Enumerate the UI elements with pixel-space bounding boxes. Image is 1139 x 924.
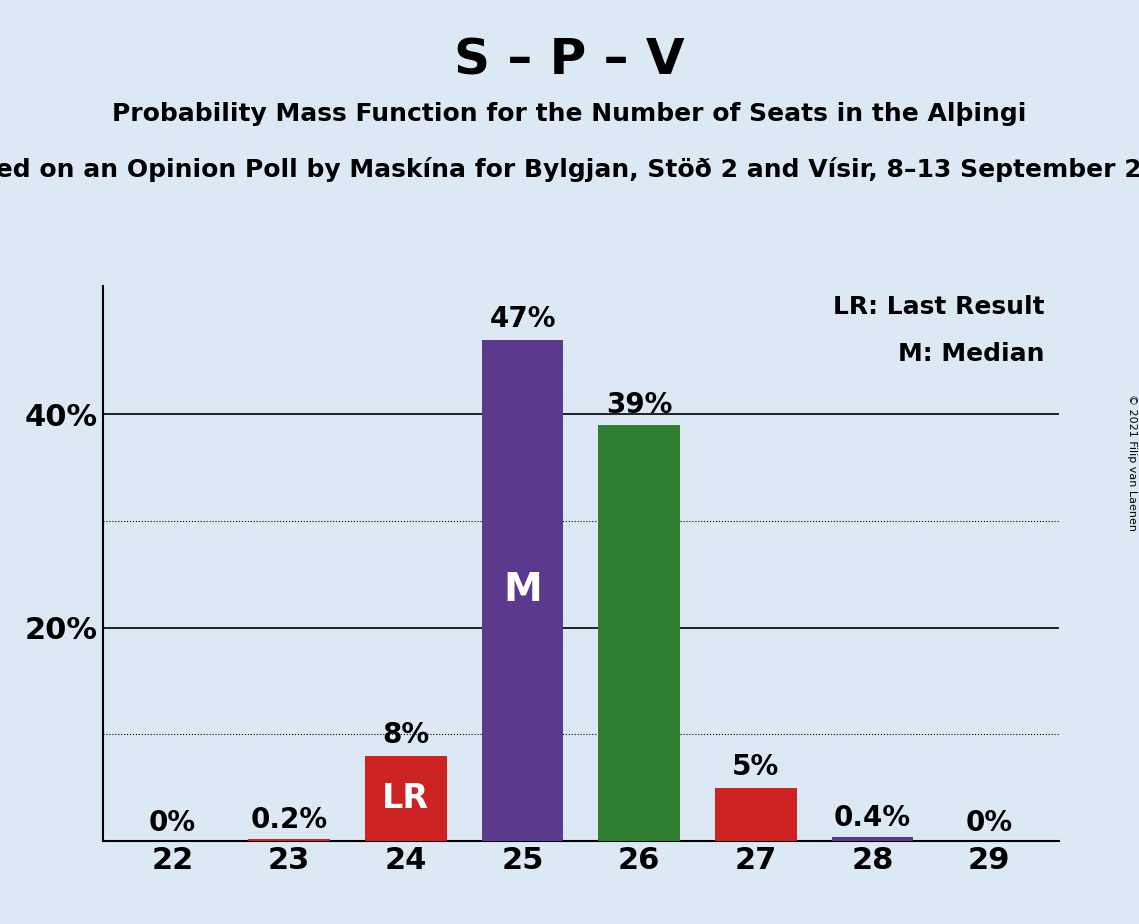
Bar (248, 839, 330, 841)
Text: 0.2%: 0.2% (251, 807, 328, 834)
Text: 5%: 5% (732, 753, 779, 781)
Text: M: M (503, 571, 542, 609)
Text: 8%: 8% (383, 721, 429, 749)
Text: LR: Last Result: LR: Last Result (834, 295, 1044, 319)
Bar (364, 756, 446, 841)
Text: 0%: 0% (149, 808, 196, 836)
Text: Based on an Opinion Poll by Maskína for Bylgjan, Stöð 2 and Vísir, 8–13 Septembe: Based on an Opinion Poll by Maskína for … (0, 157, 1139, 182)
Text: Probability Mass Function for the Number of Seats in the Alþingi: Probability Mass Function for the Number… (113, 102, 1026, 126)
Text: 39%: 39% (606, 391, 672, 419)
Text: S – P – V: S – P – V (454, 37, 685, 85)
Text: M: Median: M: Median (899, 342, 1044, 366)
Text: LR: LR (383, 782, 429, 815)
Text: © 2021 Filip van Laenen: © 2021 Filip van Laenen (1126, 394, 1137, 530)
Bar (715, 787, 797, 841)
Bar (482, 340, 564, 841)
Bar (598, 425, 680, 841)
Bar (831, 836, 913, 841)
Text: 0%: 0% (966, 808, 1013, 836)
Text: 47%: 47% (490, 305, 556, 334)
Text: 0.4%: 0.4% (834, 804, 911, 833)
